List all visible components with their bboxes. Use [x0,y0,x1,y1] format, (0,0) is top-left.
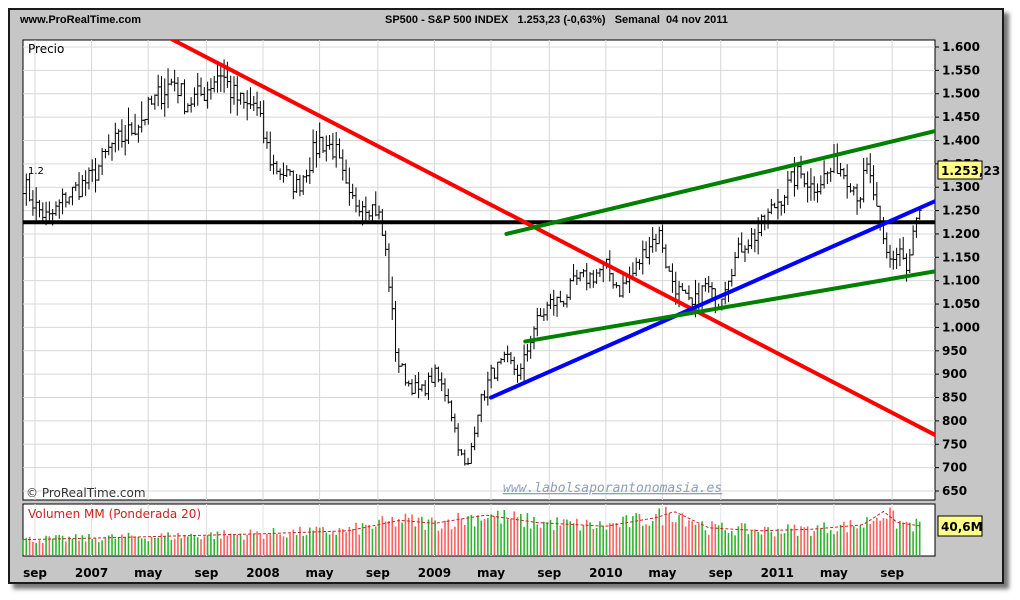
x-tick-label: may [306,566,334,580]
y-tick-label: 1.000 [942,320,980,334]
horizontal-level-label: 1.2 [28,166,44,177]
volume-moving-average [22,510,920,541]
last-volume-label: 40,6M [941,520,983,534]
x-tick-label: may [134,566,162,580]
y-tick-label: 1.500 [942,87,980,101]
watermark-link[interactable]: www.labolsaporantonomasia.es [503,481,722,496]
y-tick-label: 1.300 [942,180,980,194]
x-tick-label: 2010 [589,566,622,580]
x-tick-label: 2007 [75,566,108,580]
y-tick-label: 1.400 [942,133,980,147]
instrument-header: SP500 - S&P 500 INDEX 1.253,23 (-0,63%) … [385,14,728,26]
trendline-blue [489,199,935,400]
grid [23,40,935,556]
x-tick-label: may [477,566,505,580]
y-tick-label: 850 [942,391,967,405]
last-price-label: 1.253,23 [941,164,1000,178]
y-tick-label: 1.100 [942,274,980,288]
y-tick-label: 1.150 [942,250,980,264]
copyright-text: © ProRealTime.com [26,486,146,500]
y-tick-label: 1.600 [942,40,980,54]
x-tick-label: sep [23,566,47,580]
y-tick-label: 800 [942,414,967,428]
x-tick-label: may [820,566,848,580]
volume-bars [22,506,921,555]
x-tick-label: sep [366,566,390,580]
trendline-green_upper [504,129,935,236]
y-tick-label: 700 [942,461,967,475]
y-tick-label: 750 [942,437,967,451]
last-volume-badge [937,515,983,537]
price-bars [23,59,922,466]
y-tick-label: 650 [942,484,967,498]
y-tick-label: 1.250 [942,204,980,218]
y-axis: 650 700 750 800 850 900 950 1.000 1.050 1.100 1.15… [935,40,980,498]
x-tick-label: sep [709,566,733,580]
x-tick-label: sep [194,566,218,580]
x-tick-label: 2008 [246,566,279,580]
y-tick-label: 1.450 [942,110,980,124]
y-tick-label: 1.550 [942,63,980,77]
volume-panel-label: Volumen MM (Ponderada 20) [28,507,201,521]
price-panel [22,39,936,501]
y-tick-label: 950 [942,344,967,358]
last-price-badge [937,160,983,180]
x-tick-label: sep [537,566,561,580]
site-header: www.ProRealTime.com [20,14,142,26]
trendlines [23,40,935,437]
y-tick-label: 1.200 [942,227,980,241]
x-tick-label: 2009 [418,566,451,580]
price-panel-label: Precio [28,42,64,56]
trendline-red [168,40,935,437]
x-tick-label: sep [880,566,904,580]
x-tick-label: 2011 [761,566,794,580]
x-axis: sep 2007 may sep 2008 may sep 2009 may sep 2010 may… [23,566,904,580]
x-tick-label: may [648,566,676,580]
trendline-green_lower [523,269,935,344]
y-tick-label: 900 [942,367,967,381]
y-tick-label: 1.050 [942,297,980,311]
